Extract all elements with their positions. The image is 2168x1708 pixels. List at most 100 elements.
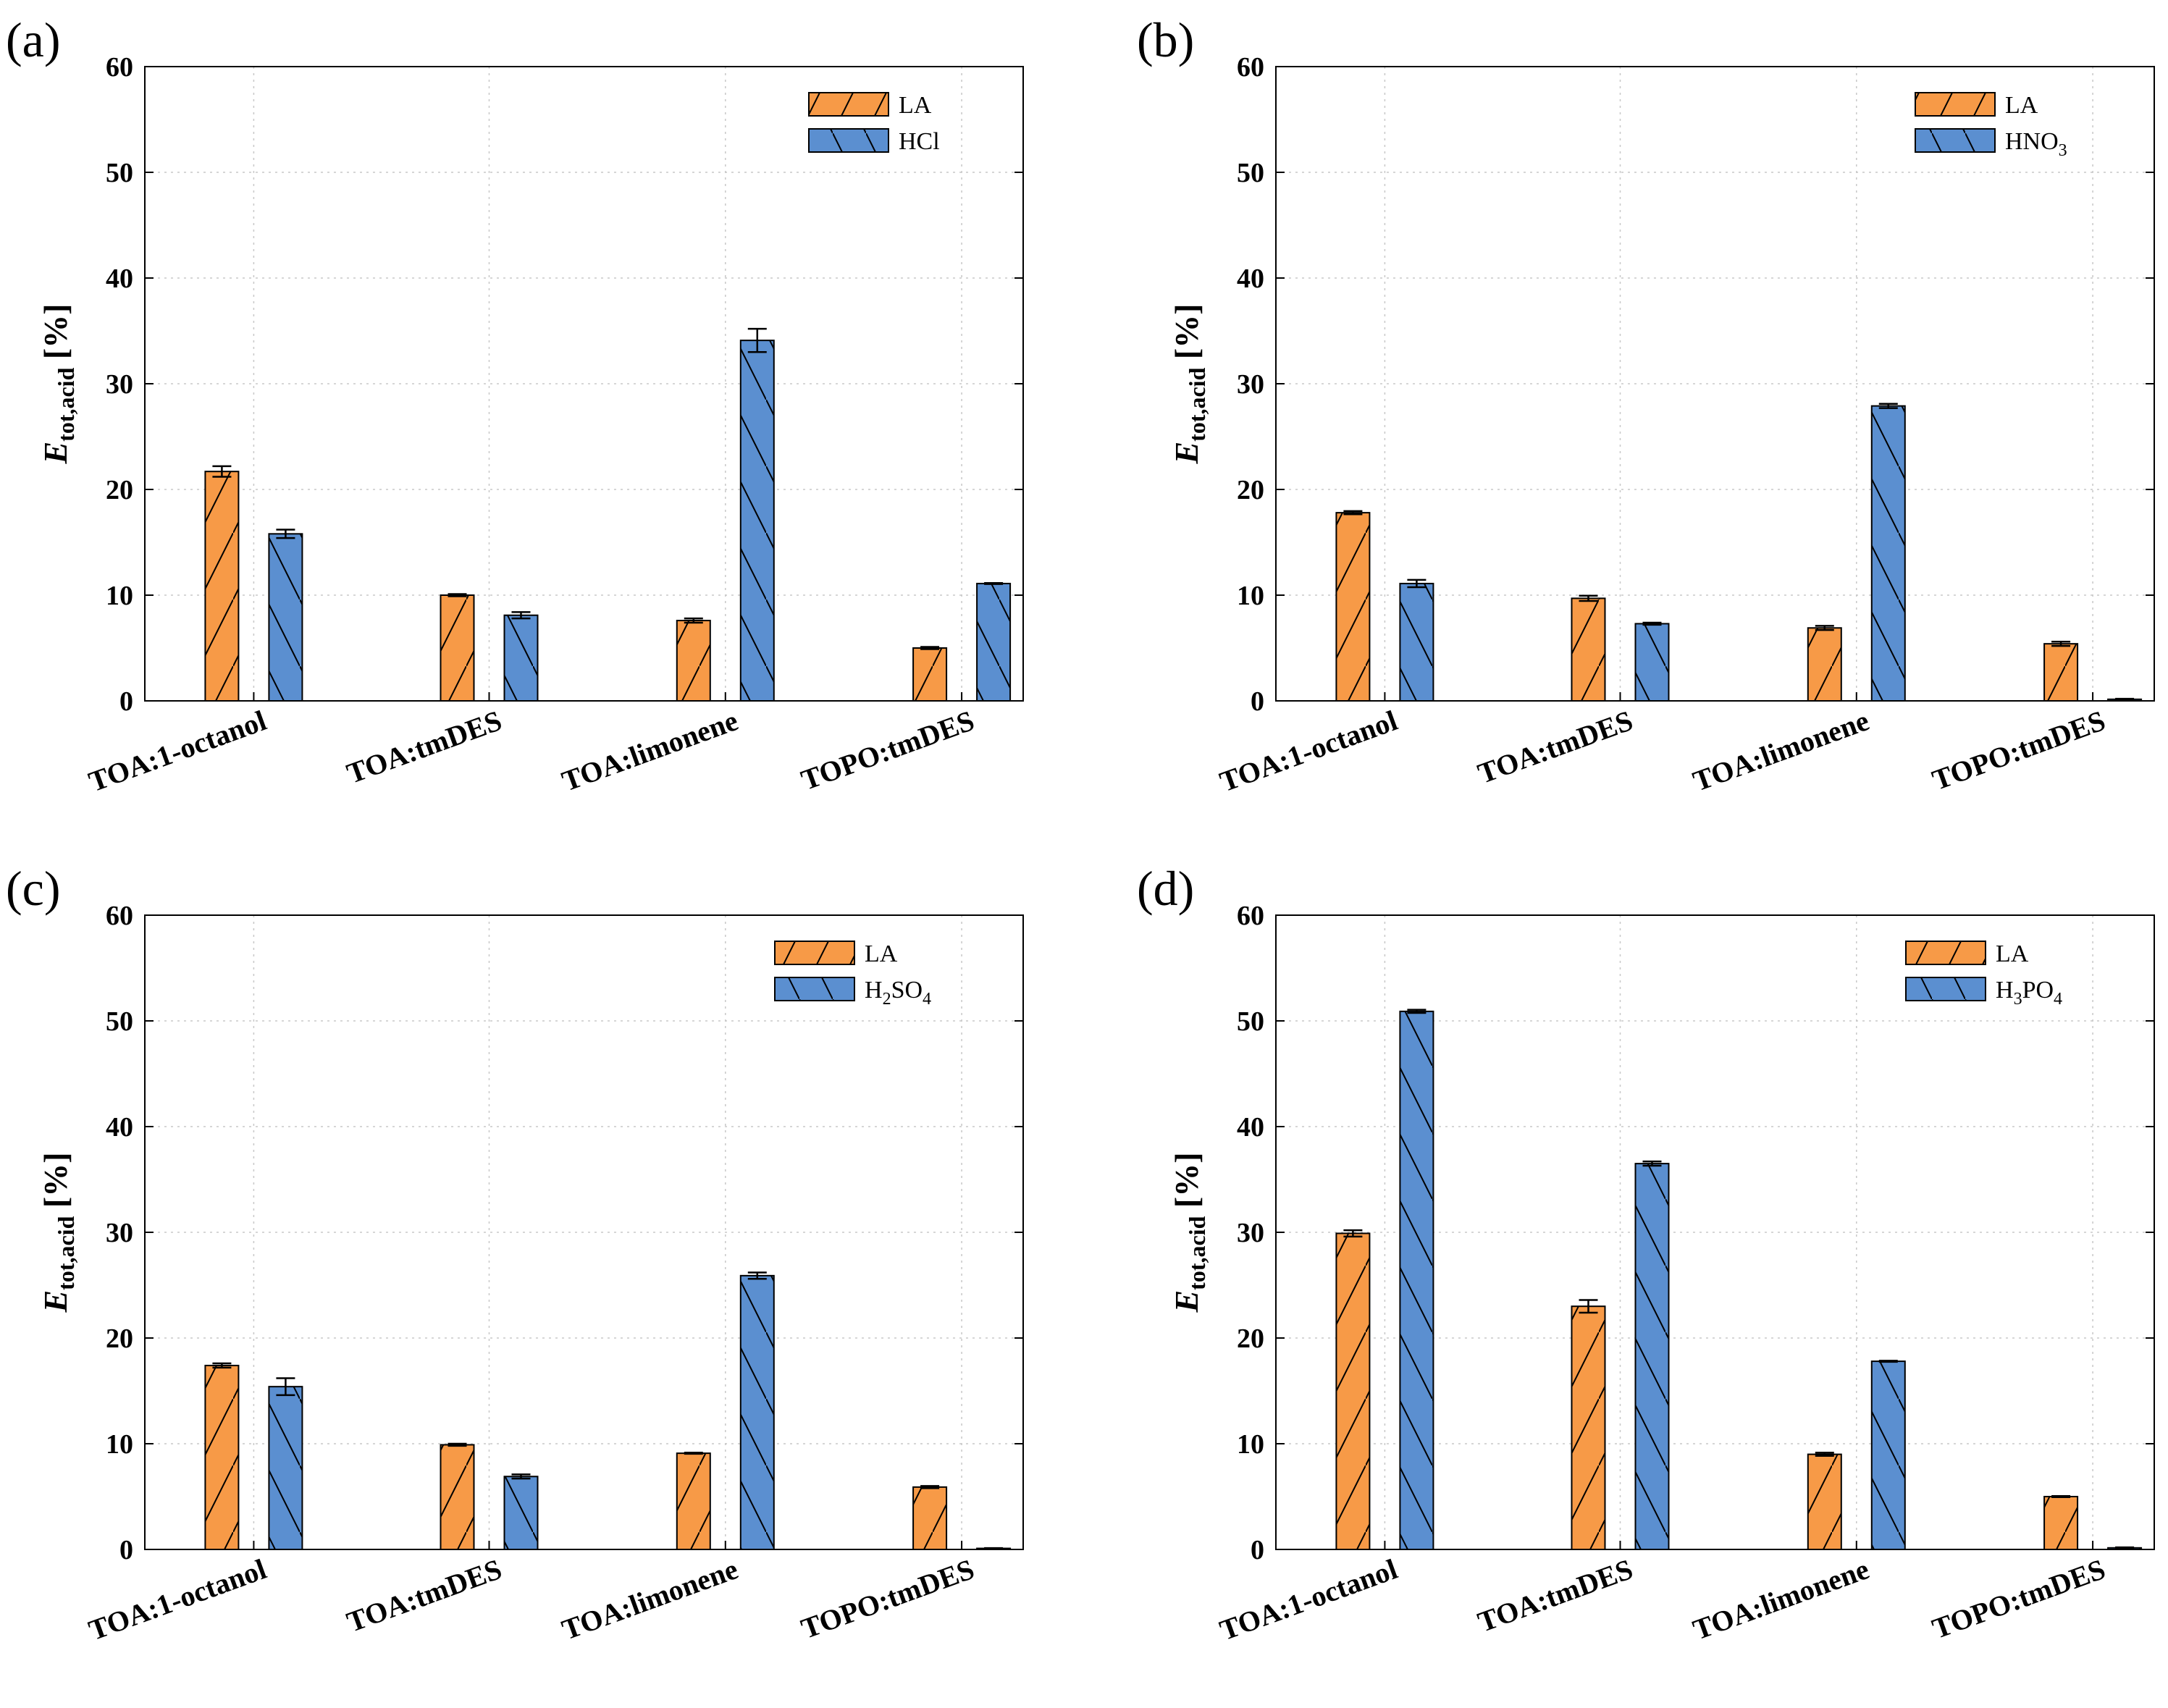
y-axis-label: Etot,acid [%] — [1168, 303, 1210, 464]
y-tick-label: 40 — [1237, 1112, 1264, 1143]
x-tick-label: TOA:limonene — [1689, 1552, 1873, 1646]
legend-label-text: H — [865, 977, 883, 1004]
y-tick-label: 0 — [1251, 1535, 1264, 1565]
x-tick-label: TOPO:tmDES — [797, 704, 978, 796]
legend-swatch-hatch — [1905, 977, 1986, 1001]
x-tick-label: TOA:limonene — [1689, 704, 1873, 797]
y-tick-label: 50 — [1237, 1006, 1264, 1037]
legend-label-text: LA — [2005, 92, 2038, 119]
x-tick-label: TOA:tmDES — [343, 1552, 506, 1638]
x-tick-label: TOA:1-octanol — [1216, 1552, 1402, 1646]
x-tick-label: TOA:limonene — [558, 704, 742, 797]
y-tick-label: 20 — [1237, 475, 1264, 505]
bar-hatch — [268, 533, 303, 702]
y-tick-label: 20 — [106, 475, 133, 505]
bar-hatch — [2043, 643, 2079, 702]
bar-hatch — [503, 1476, 539, 1551]
y-tick-label: 50 — [106, 158, 133, 188]
x-tick-label: TOA:1-octanol — [85, 1552, 271, 1646]
bar-hatch — [440, 594, 475, 702]
bar-hatch — [1399, 582, 1434, 702]
y-tick-label: 30 — [106, 369, 133, 400]
legend-label: HNO3 — [2005, 128, 2067, 160]
y-axis-label-main: E — [1168, 1290, 1205, 1313]
bar-hatch — [204, 471, 240, 702]
y-tick-label: 30 — [1237, 369, 1264, 400]
bar-hatch — [204, 1364, 240, 1550]
legend-label: LA — [865, 941, 898, 967]
y-axis-label-sub: tot,acid — [1184, 367, 1210, 441]
legend: LA HCl — [808, 92, 940, 155]
bar-hatch — [676, 620, 711, 702]
bar-hatch — [1634, 623, 1670, 702]
bar-hatch — [1807, 627, 1842, 702]
y-tick-label: 60 — [106, 52, 133, 83]
y-tick-label: 20 — [106, 1324, 133, 1354]
panel-label: (d) — [1137, 861, 1194, 916]
y-tick-label: 50 — [106, 1006, 133, 1037]
x-tick-label: TOA:1-octanol — [85, 704, 271, 798]
legend-label-text: LA — [899, 92, 932, 119]
y-tick-label: 30 — [1237, 1218, 1264, 1248]
y-axis-label-unit: [%] — [37, 1152, 74, 1216]
bar-hatch — [676, 1452, 711, 1551]
legend-label: LA — [899, 92, 932, 119]
chart-panel-3: 0 10 20 30 40 50 60 TOA:1-octanol TOA:tmDES TOA:l… — [6, 861, 1024, 1646]
panel-label: (b) — [1137, 12, 1194, 67]
bar-hatch — [1634, 1163, 1670, 1550]
y-tick-label: 30 — [106, 1218, 133, 1248]
bar-hatch — [1335, 1232, 1371, 1550]
x-tick-label: TOA:1-octanol — [1216, 704, 1402, 798]
y-tick-label: 10 — [1237, 581, 1264, 611]
y-tick-label: 60 — [1237, 52, 1264, 83]
y-tick-label: 60 — [1237, 901, 1264, 931]
legend-label: LA — [2005, 92, 2038, 119]
y-axis-label-main: E — [37, 442, 74, 465]
bar-hatch — [739, 1274, 775, 1550]
y-axis-label-main: E — [1168, 442, 1205, 465]
y-axis-label: Etot,acid [%] — [37, 1152, 79, 1313]
bar-hatch — [1571, 597, 1606, 702]
legend-label-sub2: 4 — [923, 990, 931, 1009]
panel-label: (a) — [6, 12, 60, 67]
legend-label-text: HNO — [2005, 128, 2059, 155]
y-axis-label-main: E — [37, 1290, 74, 1313]
legend-label-text: LA — [865, 941, 898, 967]
legend-label-text: H — [1996, 977, 2014, 1004]
y-axis-label: Etot,acid [%] — [37, 303, 79, 464]
bar-hatch — [503, 614, 539, 702]
y-tick-label: 0 — [119, 1535, 133, 1565]
x-tick-label: TOPO:tmDES — [1928, 704, 2109, 796]
legend: LA H3PO4 — [1905, 941, 2062, 1009]
y-tick-label: 50 — [1237, 158, 1264, 188]
legend-swatch-hatch — [1915, 92, 1996, 117]
chart-panel-1: 0 10 20 30 40 50 60 TOA:1-octanol TOA:tmDES TOA:l… — [6, 12, 1024, 798]
y-tick-label: 40 — [106, 264, 133, 294]
bar-hatch — [440, 1444, 475, 1550]
bar-hatch — [1571, 1305, 1606, 1550]
x-tick-label: TOA:tmDES — [1474, 1552, 1637, 1638]
y-tick-label: 60 — [106, 901, 133, 931]
y-axis-label-sub: tot,acid — [53, 1216, 79, 1290]
legend-label-sub: 3 — [2014, 990, 2022, 1009]
y-tick-label: 0 — [119, 686, 133, 717]
x-tick-label: TOA:tmDES — [1474, 704, 1637, 790]
legend: LA H2SO4 — [774, 941, 931, 1009]
x-tick-label: TOA:limonene — [558, 1552, 742, 1646]
legend-label-tail: SO — [891, 977, 923, 1004]
legend-swatch-hatch — [774, 977, 855, 1001]
panel-label: (c) — [6, 861, 60, 916]
legend-label: H2SO4 — [865, 977, 931, 1009]
y-axis-label-sub: tot,acid — [53, 367, 79, 441]
legend-swatch-hatch — [808, 92, 889, 117]
x-tick-label: TOPO:tmDES — [1928, 1552, 2109, 1645]
y-tick-label: 40 — [1237, 264, 1264, 294]
legend-swatch-hatch — [1905, 941, 1986, 965]
y-tick-label: 10 — [106, 581, 133, 611]
legend-label-sub2: 4 — [2054, 990, 2062, 1009]
bar-hatch — [1870, 1360, 1906, 1550]
bar-hatch — [1870, 405, 1906, 702]
y-axis-label-unit: [%] — [1168, 303, 1205, 367]
bar-hatch — [912, 1486, 948, 1551]
legend-label-text: LA — [1996, 941, 2029, 967]
